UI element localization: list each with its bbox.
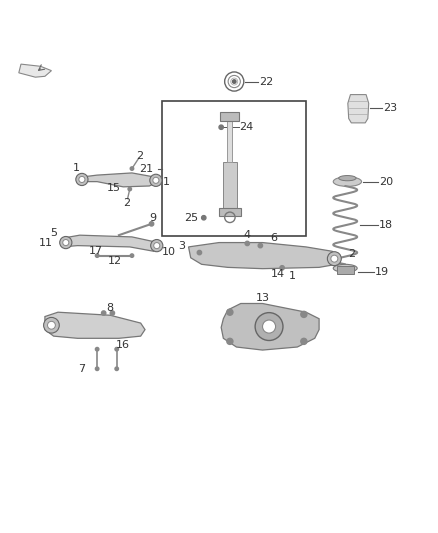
Circle shape [60,237,72,249]
Circle shape [258,244,262,248]
Text: 25: 25 [184,213,198,223]
Text: 5: 5 [50,228,57,238]
Circle shape [280,265,284,270]
Text: 24: 24 [240,122,254,132]
Text: 16: 16 [116,340,130,350]
Circle shape [95,367,99,370]
Circle shape [301,311,307,318]
Text: 14: 14 [271,269,285,279]
Circle shape [95,254,99,257]
Text: 15: 15 [107,183,121,193]
Circle shape [95,348,99,351]
Polygon shape [348,94,369,123]
Bar [162,101,306,236]
Circle shape [153,177,159,183]
Circle shape [150,174,162,187]
Bar [227,116,233,162]
Circle shape [76,173,88,185]
Text: 12: 12 [107,256,122,266]
Polygon shape [19,64,51,77]
Circle shape [262,320,276,333]
Bar [223,162,237,208]
Circle shape [110,311,115,315]
Text: 17: 17 [89,246,103,256]
Circle shape [331,255,338,262]
Circle shape [245,241,250,246]
Circle shape [227,338,233,344]
Circle shape [233,80,236,83]
Circle shape [219,125,223,130]
Text: 23: 23 [383,103,397,112]
Ellipse shape [333,264,357,272]
Text: 1: 1 [162,176,170,187]
Circle shape [80,177,84,182]
Circle shape [63,239,69,246]
Text: 2: 2 [123,198,130,207]
Text: 9: 9 [149,213,156,223]
Circle shape [130,167,134,171]
Text: 10: 10 [162,247,176,257]
Ellipse shape [333,177,361,187]
Text: 1: 1 [73,163,80,173]
Ellipse shape [339,175,356,181]
Polygon shape [45,312,145,338]
Circle shape [79,176,85,182]
Text: 7: 7 [78,364,85,374]
Polygon shape [80,173,158,187]
Circle shape [151,239,163,252]
Circle shape [201,215,206,220]
Circle shape [115,348,118,351]
Circle shape [44,318,59,333]
Circle shape [130,254,134,257]
Circle shape [47,321,55,329]
Circle shape [154,243,160,249]
Text: 8: 8 [106,303,113,313]
Text: 4: 4 [244,230,251,240]
Circle shape [149,222,154,226]
Bar [336,266,354,274]
Circle shape [197,251,201,255]
Bar [220,112,240,120]
Bar [219,208,241,215]
Polygon shape [221,303,319,350]
Circle shape [301,338,307,344]
Circle shape [227,309,233,315]
Circle shape [102,311,106,315]
Text: 20: 20 [379,176,393,187]
Text: 18: 18 [379,220,393,230]
Text: 6: 6 [270,233,277,243]
Polygon shape [188,243,341,269]
Circle shape [327,252,341,265]
Circle shape [115,367,118,370]
Text: 21: 21 [140,164,154,174]
Text: 19: 19 [374,266,389,277]
Text: 2: 2 [348,249,355,260]
Text: 1: 1 [289,271,296,281]
Circle shape [128,187,131,191]
Text: 2: 2 [136,150,143,160]
Text: 3: 3 [179,240,185,251]
Text: 11: 11 [39,238,53,248]
Text: 13: 13 [255,293,269,303]
Text: 22: 22 [259,77,273,86]
Circle shape [255,313,283,341]
Polygon shape [62,235,160,251]
